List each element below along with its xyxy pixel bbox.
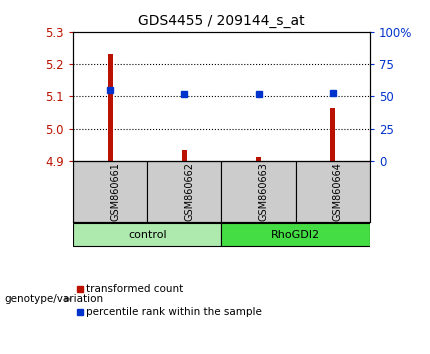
Bar — [221, 223, 370, 246]
Bar — [330, 108, 335, 161]
Text: GSM860663: GSM860663 — [258, 162, 269, 221]
Text: GSM860664: GSM860664 — [333, 162, 343, 221]
Text: RhoGDI2: RhoGDI2 — [271, 230, 320, 240]
Polygon shape — [65, 297, 71, 302]
Text: genotype/variation: genotype/variation — [4, 294, 104, 304]
Bar — [73, 223, 221, 246]
Text: GSM860661: GSM860661 — [110, 162, 120, 221]
Title: GDS4455 / 209144_s_at: GDS4455 / 209144_s_at — [138, 14, 305, 28]
Text: GSM860662: GSM860662 — [184, 162, 194, 221]
Text: percentile rank within the sample: percentile rank within the sample — [86, 307, 262, 316]
Text: transformed count: transformed count — [86, 284, 183, 293]
Bar — [73, 161, 147, 222]
Bar — [296, 161, 370, 222]
Bar — [182, 150, 187, 161]
Text: control: control — [128, 230, 166, 240]
Bar — [221, 161, 296, 222]
Bar — [147, 161, 221, 222]
Bar — [256, 157, 261, 161]
Bar — [108, 55, 113, 161]
